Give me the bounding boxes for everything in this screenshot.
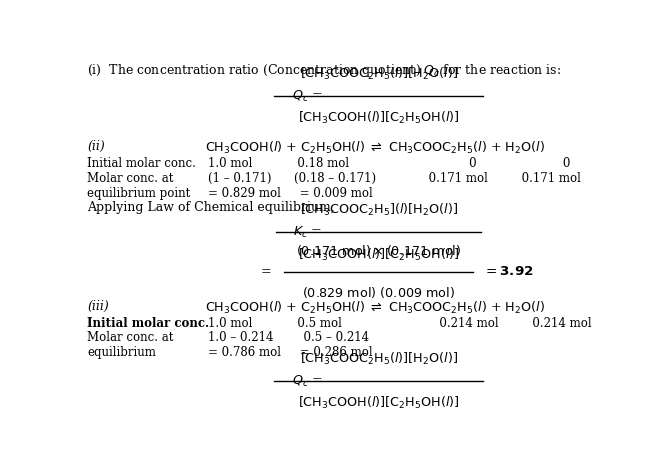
Text: 1.0 mol            0.5 mol                          0.214 mol         0.214 mol: 1.0 mol 0.5 mol 0.214 mol 0.214 mol [208,316,591,330]
Text: $[\mathrm{CH_3COOC_2H_5}(l)][\mathrm{H_2O}(l)]$: $[\mathrm{CH_3COOC_2H_5}(l)][\mathrm{H_2… [300,351,457,367]
Text: $[\mathrm{CH_3COOH}(l)][\mathrm{C_2H_5OH}(l)]$: $[\mathrm{CH_3COOH}(l)][\mathrm{C_2H_5OH… [298,246,459,262]
Text: = 0.786 mol     = 0.286 mol: = 0.786 mol = 0.286 mol [208,346,372,359]
Text: 1.0 – 0.214        0.5 – 0.214: 1.0 – 0.214 0.5 – 0.214 [208,332,368,344]
Text: $[\mathrm{CH_3COOC_2H_5}(l)][\mathrm{H_2O}(l)]$: $[\mathrm{CH_3COOC_2H_5}(l)][\mathrm{H_2… [300,66,457,82]
Text: $[\mathrm{CH_3COOC_2H_5}](l)[\mathrm{H_2O}(l)]$: $[\mathrm{CH_3COOC_2H_5}](l)[\mathrm{H_2… [300,202,457,218]
Text: (1 – 0.171)      (0.18 – 0.171)              0.171 mol         0.171 mol: (1 – 0.171) (0.18 – 0.171) 0.171 mol 0.1… [208,172,581,185]
Text: = 0.829 mol     = 0.009 mol: = 0.829 mol = 0.009 mol [208,187,372,200]
Text: Molar conc. at: Molar conc. at [88,172,174,185]
Text: $(0.829\ \mathrm{mol})\ (0.009\ \mathrm{mol})$: $(0.829\ \mathrm{mol})\ (0.009\ \mathrm{… [302,285,455,300]
Text: $\mathrm{CH_3COOH}(l)$ + $\mathrm{C_2H_5OH}(l)$ $\rightleftharpoons$ $\mathrm{CH: $\mathrm{CH_3COOH}(l)$ + $\mathrm{C_2H_5… [205,140,545,156]
Text: $[\mathrm{CH_3COOH}(l)][\mathrm{C_2H_5OH}(l)]$: $[\mathrm{CH_3COOH}(l)][\mathrm{C_2H_5OH… [298,395,459,411]
Text: (i)  The concentration ratio (Concentration quotient) $Q_c$ for the reaction is:: (i) The concentration ratio (Concentrati… [88,62,561,79]
Text: $K_c$ =: $K_c$ = [293,225,322,240]
Text: $\mathrm{CH_3COOH}(l)$ + $\mathrm{C_2H_5OH}(l)$ $\rightleftharpoons$ $\mathrm{CH: $\mathrm{CH_3COOH}(l)$ + $\mathrm{C_2H_5… [205,300,545,316]
Text: equilibrium: equilibrium [88,346,156,359]
Text: =: = [260,265,272,278]
Text: Initial molar conc.: Initial molar conc. [88,316,210,330]
Text: $Q_c$ =: $Q_c$ = [292,374,322,389]
Text: (ii): (ii) [88,140,105,153]
Text: $= \mathbf{3.92}$: $= \mathbf{3.92}$ [483,265,534,278]
Text: $(0.171\ \mathrm{mol}) \times (0.171\ \mathrm{mol})$: $(0.171\ \mathrm{mol}) \times (0.171\ \m… [296,244,461,258]
Text: $[\mathrm{CH_3COOH}(l)][\mathrm{C_2H_5OH}(l)]$: $[\mathrm{CH_3COOH}(l)][\mathrm{C_2H_5OH… [298,110,459,126]
Text: 1.0 mol            0.18 mol                                0                    : 1.0 mol 0.18 mol 0 [208,157,570,170]
Text: $Q_c$ =: $Q_c$ = [292,89,322,104]
Text: (iii): (iii) [88,300,109,313]
Text: Initial molar conc.: Initial molar conc. [88,157,196,170]
Text: Applying Law of Chemical equilibrium,: Applying Law of Chemical equilibrium, [88,202,335,214]
Text: equilibrium point: equilibrium point [88,187,190,200]
Text: Molar conc. at: Molar conc. at [88,332,174,344]
